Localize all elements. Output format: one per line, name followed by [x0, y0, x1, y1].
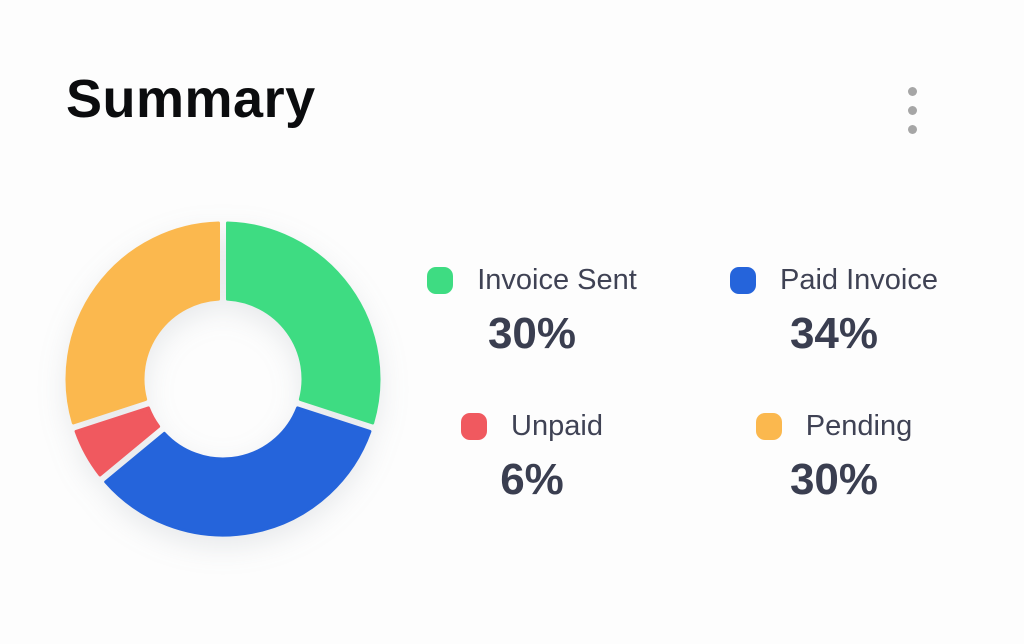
legend-label: Invoice Sent: [477, 264, 637, 296]
paid-invoice-swatch-icon: [730, 266, 756, 294]
donut-chart: [63, 219, 383, 539]
donut-segment-paid-invoice: [104, 406, 372, 537]
legend-item-unpaid: Unpaid 6%: [461, 407, 603, 505]
kebab-menu-icon: [908, 125, 917, 134]
legend-label: Pending: [805, 410, 913, 442]
legend-value: 34%: [789, 309, 879, 358]
card-title: Summary: [66, 69, 316, 129]
invoice-sent-swatch-icon: [427, 266, 454, 294]
pending-swatch-icon: [755, 412, 782, 440]
donut-chart-svg: [65, 221, 381, 537]
legend-item-invoice-sent: Invoice Sent 30%: [427, 261, 637, 359]
legend-label: Unpaid: [511, 410, 603, 442]
legend-item-pending: Pending 30%: [755, 407, 913, 505]
kebab-menu-icon: [908, 106, 917, 115]
legend-value: 30%: [789, 455, 879, 504]
legend-label: Paid Invoice: [780, 264, 938, 296]
unpaid-swatch-icon: [461, 412, 488, 440]
legend: Invoice Sent 30% Paid Invoice 34% Unpaid…: [426, 261, 940, 505]
legend-item-paid-invoice: Paid Invoice 34%: [730, 261, 938, 359]
donut-segment-invoice-sent: [226, 221, 381, 425]
kebab-menu-icon: [908, 87, 917, 96]
legend-value: 30%: [487, 309, 577, 358]
donut-segment-pending: [65, 221, 220, 425]
donut-segment-unpaid: [74, 406, 161, 477]
legend-value: 6%: [500, 455, 564, 504]
more-options-button[interactable]: [900, 83, 925, 138]
